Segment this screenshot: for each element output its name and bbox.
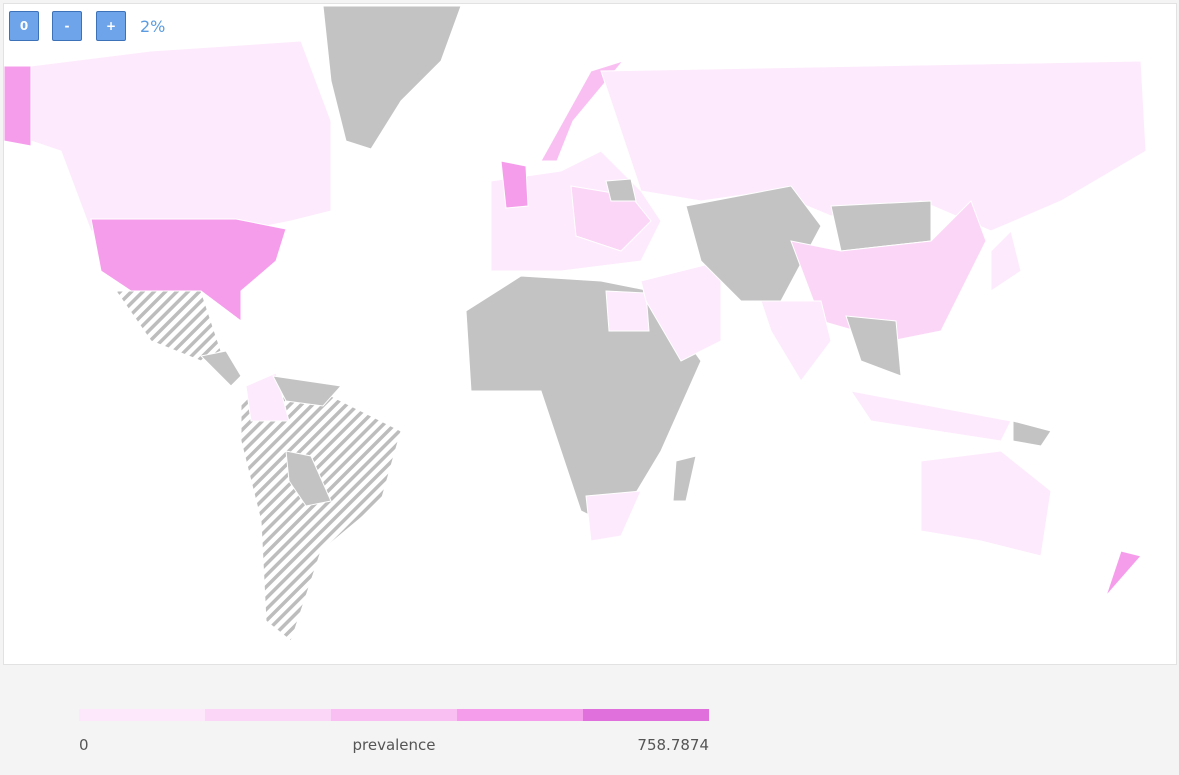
usa — [90, 218, 287, 322]
legend-bar — [79, 709, 709, 721]
south-africa — [585, 490, 642, 542]
india — [760, 300, 832, 382]
legend-swatch — [79, 709, 205, 721]
zoom-out-button[interactable]: - — [52, 11, 82, 41]
alaska — [4, 65, 32, 147]
egypt — [605, 290, 650, 332]
southeast-asia — [845, 315, 902, 377]
central-america — [199, 350, 242, 387]
new-zealand — [1105, 550, 1142, 597]
legend-max: 758.7874 — [637, 736, 709, 754]
legend-swatch — [583, 709, 709, 721]
zoom-level: 2% — [140, 17, 166, 36]
legend-min: 0 — [79, 736, 89, 754]
papua-new-guinea — [1012, 420, 1052, 447]
norway — [540, 60, 625, 162]
map-panel: 0 - + 2% — [3, 3, 1177, 665]
bolivia-paraguay — [285, 450, 332, 507]
countries — [4, 5, 1147, 642]
legend-title: prevalence — [352, 736, 436, 754]
south-america — [240, 380, 402, 642]
japan — [990, 230, 1022, 292]
australia — [920, 450, 1052, 557]
china — [790, 200, 987, 342]
canada — [30, 40, 332, 232]
belarus — [605, 178, 637, 202]
indonesia — [849, 390, 1012, 442]
legend-swatch — [331, 709, 457, 721]
greenland — [322, 5, 462, 150]
madagascar — [672, 455, 697, 502]
legend-swatch — [205, 709, 331, 721]
world-map — [4, 5, 1147, 642]
reset-button[interactable]: 0 — [9, 11, 39, 41]
zoom-in-button[interactable]: + — [96, 11, 126, 41]
legend-swatch — [457, 709, 583, 721]
united-kingdom — [500, 160, 529, 209]
venezuela-guyana — [272, 375, 342, 407]
mexico — [115, 290, 222, 362]
